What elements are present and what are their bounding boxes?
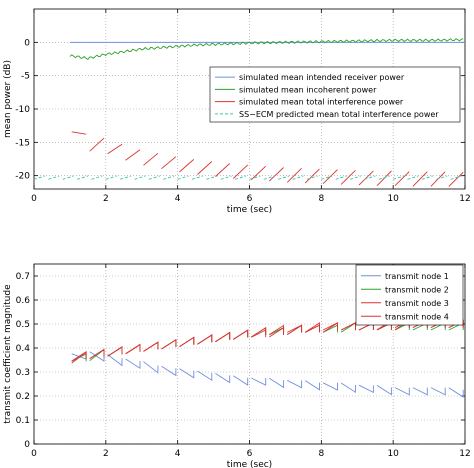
y-tick-label: 0.6	[16, 296, 31, 306]
series-line	[69, 38, 464, 60]
series-line	[34, 175, 462, 180]
y-tick-label: -10	[15, 105, 30, 115]
legend-label: transmit node 4	[385, 312, 449, 321]
y-tick-label: -5	[21, 72, 30, 82]
y-tick-label: 0	[24, 440, 30, 450]
y-axis-label: mean power (dB)	[3, 60, 13, 138]
chart-panel-1: 0 2 4 6 8 10 12 0 -5 -10 -15 -20 time (sec) mean powe…	[3, 8, 471, 215]
series-line	[71, 319, 464, 364]
series-line	[71, 322, 464, 362]
y-tick-label: 0	[24, 38, 30, 48]
x-tick-label: 8	[318, 449, 324, 459]
x-tick-label: 4	[175, 194, 181, 204]
x-tick-label: 8	[318, 194, 324, 204]
legend-label: simulated mean intended receiver power	[239, 73, 405, 82]
legend-label: SS−ECM predicted mean total interference…	[239, 110, 439, 119]
legend-box	[209, 66, 461, 123]
x-tick-label: 0	[31, 449, 37, 459]
plot-area	[71, 319, 464, 398]
x-tick-label: 0	[31, 194, 37, 204]
y-tick-label: 0.1	[16, 416, 30, 426]
legend-label: transmit node 3	[385, 299, 449, 308]
y-tick-label: -15	[15, 138, 30, 148]
x-tick-label: 2	[103, 194, 109, 204]
x-tick-label: 6	[247, 449, 253, 459]
legend: simulated mean intended receiver power si…	[209, 66, 461, 123]
x-tick-label: 4	[175, 449, 181, 459]
y-tick-label: 0.7	[16, 272, 30, 282]
y-tick-label: 0.4	[16, 344, 31, 354]
x-tick-label: 6	[247, 194, 253, 204]
y-tick-label: -20	[15, 172, 30, 182]
x-tick-label: 2	[103, 449, 109, 459]
legend-label: transmit node 2	[385, 285, 449, 294]
series-line	[71, 131, 464, 187]
y-tick-label: 0.2	[16, 392, 30, 402]
legend-label: transmit node 1	[385, 272, 449, 281]
x-axis-label: time (sec)	[227, 460, 272, 468]
x-tick-label: 10	[387, 194, 399, 204]
plot-area	[34, 38, 465, 187]
series-line	[71, 319, 464, 362]
legend-label: simulated mean total interference power	[239, 98, 404, 107]
y-tick-label: 0.5	[16, 320, 30, 330]
legend: transmit node 1 transmit node 2 transmit n…	[355, 264, 464, 326]
x-tick-label: 12	[459, 194, 470, 204]
legend-label: simulated mean incoherent power	[239, 85, 377, 94]
chart-panel-2: 0 2 4 6 8 10 12 0 0.1 0.2 0.3 0.4 0.5 0.6 0.7 time (sec…	[3, 263, 471, 468]
x-tick-label: 12	[459, 449, 470, 459]
x-axis-label: time (sec)	[227, 205, 272, 215]
x-tick-label: 10	[387, 449, 399, 459]
y-tick-label: 0.3	[16, 368, 30, 378]
y-axis-label: transmit coefficient magnitude	[3, 284, 13, 424]
series-line	[71, 351, 464, 398]
legend-box	[355, 264, 464, 326]
